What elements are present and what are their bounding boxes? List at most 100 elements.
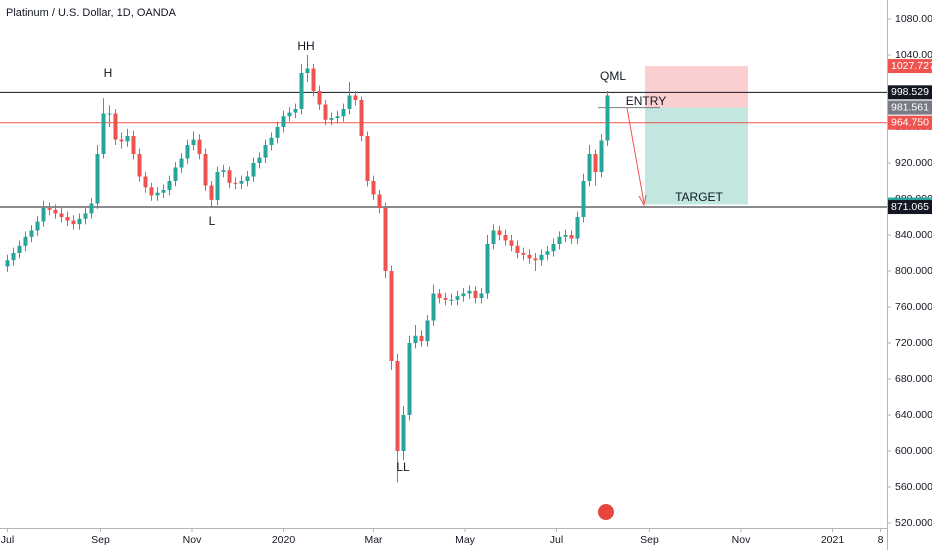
x-tick-label: 2020 (272, 534, 296, 546)
plot-area (0, 55, 887, 483)
candle-body (371, 181, 376, 195)
candle-body (131, 136, 136, 154)
candle-body (473, 290, 478, 298)
candle-body (233, 182, 238, 184)
candle-body (515, 245, 520, 253)
target-zone (645, 107, 748, 205)
annotation: L (209, 214, 216, 228)
y-tick-label: 520.000 (895, 517, 932, 529)
candle-body (341, 109, 346, 117)
candle-body (41, 208, 46, 222)
candle-body (581, 181, 586, 217)
candle-body (173, 167, 178, 181)
price-label-box (888, 85, 932, 100)
candle-body (431, 293, 436, 321)
arrow (626, 107, 645, 204)
candle-body (239, 181, 244, 184)
candle-body (269, 137, 274, 145)
price-label: 981.561 (891, 101, 929, 113)
candle-body (407, 343, 412, 415)
annotation: H (104, 66, 113, 80)
y-tick-label: 800.000 (895, 265, 932, 277)
y-tick-label: 640.000 (895, 409, 932, 421)
candle-body (449, 299, 454, 301)
candle-body (197, 139, 202, 154)
candle-body (137, 154, 142, 177)
candle-body (533, 258, 538, 261)
price-label: 1027.727 (891, 60, 932, 72)
candle-body (383, 208, 388, 271)
candle-body (185, 145, 190, 159)
candle-body (365, 136, 370, 181)
candle-body (83, 213, 88, 219)
candle-body (251, 163, 256, 177)
candle-body (167, 181, 172, 190)
candle-body (5, 260, 10, 267)
candle-body (389, 271, 394, 361)
candle-body (65, 217, 70, 221)
candle-body (101, 113, 106, 154)
y-tick-label: 840.000 (895, 229, 932, 241)
candle-body (209, 185, 214, 200)
candle-body (521, 253, 526, 255)
candle-body (413, 335, 418, 343)
price-label-box (888, 100, 932, 115)
candle-body (401, 415, 406, 451)
y-tick-label: 560.000 (895, 481, 932, 493)
y-tick-label: 1040.000 (895, 49, 932, 61)
candle-body (53, 209, 58, 214)
candle-body (281, 116, 286, 127)
price-label: 998.529 (891, 86, 929, 98)
stop-zone (645, 66, 748, 108)
candle-body (539, 254, 544, 261)
annotation: QML (600, 69, 626, 83)
candle-body (347, 95, 352, 109)
candle-body (491, 230, 496, 244)
y-tick-label: 600.000 (895, 445, 932, 457)
price-label-box (888, 200, 932, 215)
candle-body (11, 253, 16, 261)
candle-body (221, 170, 226, 172)
price-label: 964.750 (891, 117, 929, 129)
candle-body (575, 217, 580, 239)
candle-body (113, 113, 118, 140)
candle-body (353, 95, 358, 100)
candle-body (143, 176, 148, 188)
annotation: TARGET (675, 190, 723, 204)
candle-body (161, 190, 166, 193)
x-tick-label: May (455, 534, 476, 546)
candle-body (329, 118, 334, 120)
candle-body (605, 95, 610, 141)
candle-body (29, 230, 34, 237)
event-badge[interactable] (598, 504, 614, 520)
x-tick-label: Jul (550, 534, 563, 546)
candle-body (287, 112, 292, 117)
price-label: 871.065 (891, 201, 929, 213)
candle-body (89, 203, 94, 214)
candle-body (227, 170, 232, 183)
x-tick-label: Jul (1, 534, 14, 546)
x-tick-label: Sep (640, 534, 659, 546)
candle-body (437, 293, 442, 298)
y-tick-label: 1080.000 (895, 13, 932, 25)
candle-body (485, 244, 490, 294)
x-tick-label: Nov (183, 534, 202, 546)
candle-body (47, 208, 52, 210)
candle-body (179, 158, 184, 168)
candle-body (587, 154, 592, 181)
candle-body (503, 235, 508, 241)
candle-body (125, 136, 130, 142)
candle-body (419, 335, 424, 342)
candle-body (545, 251, 550, 255)
candle-body (71, 220, 76, 225)
candle-body (311, 68, 316, 91)
price-label-box (888, 115, 932, 130)
annotation: HH (297, 39, 314, 53)
candle-body (215, 172, 220, 200)
candle-body (335, 116, 340, 118)
candle-body (155, 192, 160, 196)
candle-body (599, 140, 604, 172)
candle-body (467, 290, 472, 294)
annotation: ENTRY (626, 94, 666, 108)
